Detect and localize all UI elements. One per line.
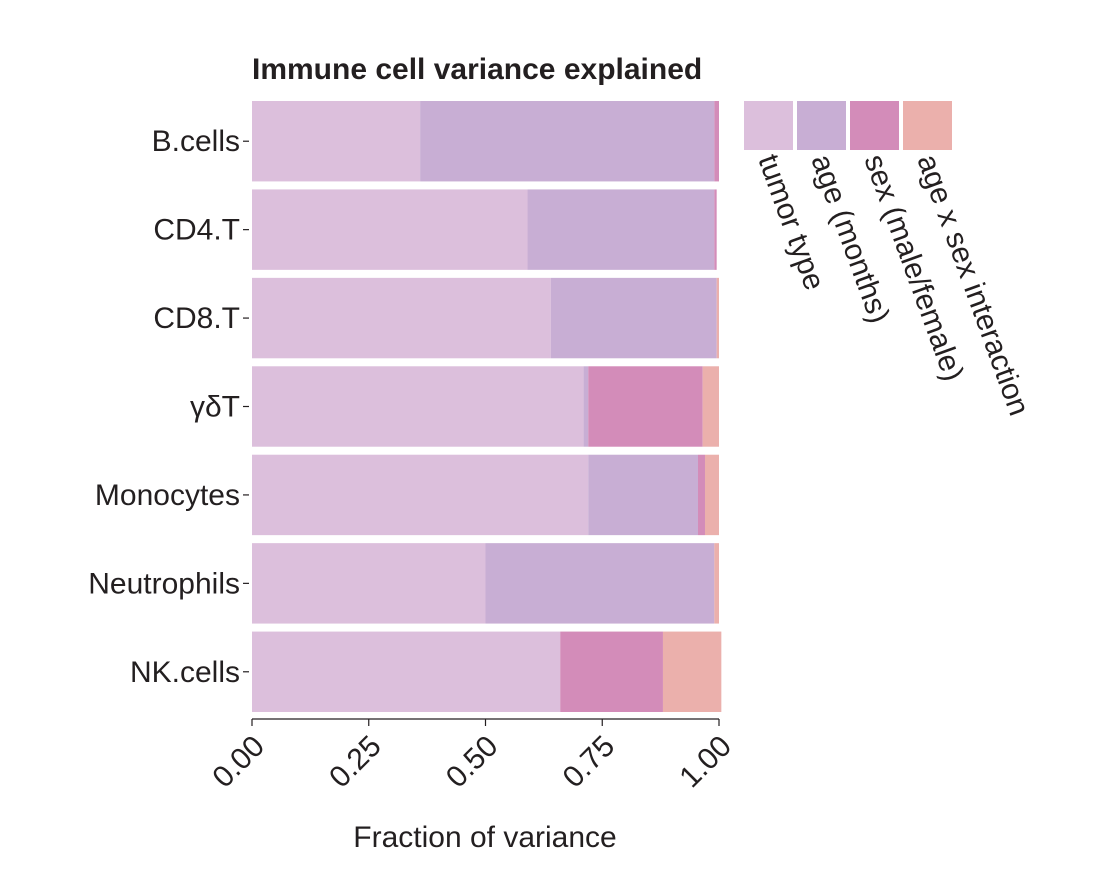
legend-swatch [903,101,952,150]
category-labels: B.cells CD4.T CD8.T γδT Monocytes Neutrophils… [88,125,249,689]
bar-cd4t-series-0 [252,189,528,270]
bar-cd8t-series-1 [550,277,717,359]
bar-cd8t-series-3 [716,277,719,359]
bar-nkcells-series-0 [252,631,561,712]
bar-monocytes-series-1 [588,454,698,536]
x-tick-label: 0.00 [206,730,271,795]
bars-group [252,101,722,712]
category-label: Neutrophils [88,567,240,600]
bar-nkcells-series-3 [662,631,722,712]
bar-bcells-series-1 [420,101,715,182]
x-axis-title: Fraction of variance [353,821,616,854]
x-tick-label: 0.50 [440,730,505,795]
category-label: CD8.T [153,302,240,335]
bar-bcells-series-0 [252,101,421,182]
x-tick-label: 0.75 [557,730,622,795]
chart-title: Immune cell variance explained [252,53,702,86]
bar-cd8t-series-0 [252,277,551,359]
bar-monocytes-series-3 [704,454,719,536]
category-label: CD4.T [153,214,240,247]
x-tick-label: 1.00 [673,730,738,795]
category-label: Monocytes [95,479,240,512]
x-tick-label: 0.25 [323,730,388,795]
bar-t-series-1 [583,366,589,447]
bar-monocytes-series-0 [252,454,589,536]
bar-neutrophils-series-0 [252,543,486,624]
bar-t-series-2 [588,366,703,447]
bar-monocytes-series-2 [697,454,705,536]
bar-cd4t-series-1 [527,189,715,270]
legend-swatch [797,101,846,150]
bar-t-series-0 [252,366,584,447]
legend-swatch [850,101,899,150]
bar-cd4t-series-2 [714,189,717,270]
bar-bcells-series-2 [714,101,719,182]
category-label: B.cells [152,125,240,158]
legend-swatch [744,101,793,150]
bar-neutrophils-series-1 [485,543,715,624]
bar-neutrophils-series-3 [714,543,719,624]
bar-t-series-3 [702,366,719,447]
category-label: γδT [190,391,240,424]
category-label: NK.cells [130,656,240,689]
x-axis: 0.00 0.25 0.50 0.75 1.00 [206,718,738,795]
bar-nkcells-series-2 [560,631,663,712]
